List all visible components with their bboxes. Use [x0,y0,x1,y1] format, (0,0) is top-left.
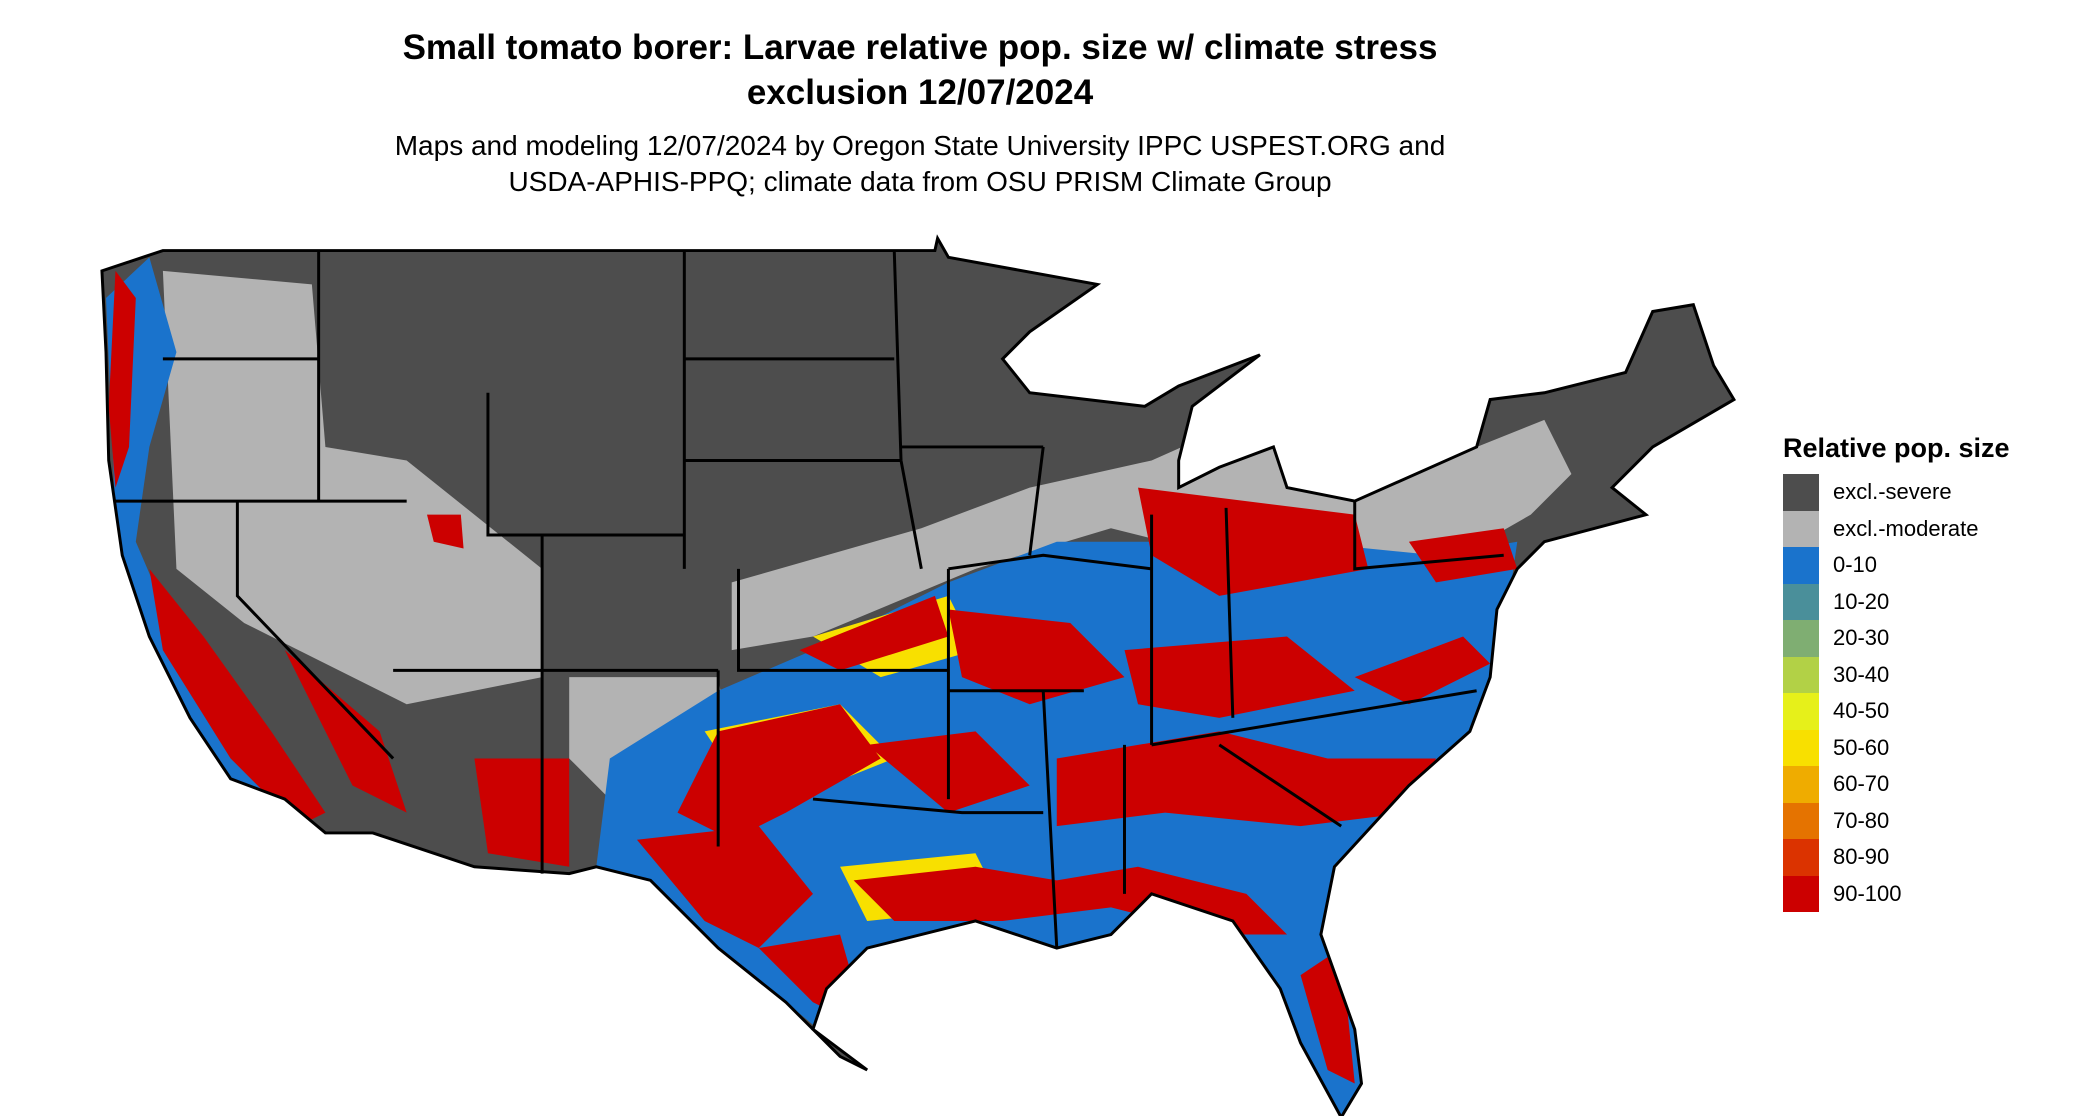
legend-label: excl.-severe [1833,479,1952,505]
legend: Relative pop. size excl.-severe excl.-mod… [1783,433,2010,912]
zero-to-ten-region [106,257,1518,1116]
high-range-blobs [108,270,1518,1084]
legend-label: 0-10 [1833,552,1878,578]
legend-item: 60-70 [1783,766,2010,803]
legend-item: 50-60 [1783,729,2010,766]
legend-label: 90-100 [1833,880,1902,906]
legend-swatch [1783,693,1819,730]
legend-item: 0-10 [1783,547,2010,584]
legend-item: 20-30 [1783,620,2010,657]
map-title-line1: Small tomato borer: Larvae relative pop.… [402,28,1438,67]
legend-swatch [1783,839,1819,876]
legend-swatch [1783,620,1819,657]
legend-item: 10-20 [1783,583,2010,620]
legend-swatch [1783,875,1819,912]
legend-item: 30-40 [1783,656,2010,693]
legend-swatch [1783,474,1819,511]
legend-label: 70-80 [1833,807,1890,833]
legend-item: 70-80 [1783,802,2010,839]
excl-moderate-region [162,270,1572,813]
legend-swatch [1783,656,1819,693]
legend-label: 60-70 [1833,771,1890,797]
legend-item: 80-90 [1783,839,2010,876]
legend-swatch [1783,547,1819,584]
legend-label: 30-40 [1833,661,1890,687]
legend-item: excl.-severe [1783,474,2010,511]
legend-label: excl.-moderate [1833,515,1979,541]
legend-label: 20-30 [1833,625,1890,651]
legend-label: 10-20 [1833,588,1890,614]
state-borders [100,234,1737,1116]
legend-title: Relative pop. size [1783,433,2010,463]
legend-swatch [1783,766,1819,803]
map-subtitle-line2: USDA-APHIS-PPQ; climate data from OSU PR… [508,166,1332,197]
legend-swatch [1783,802,1819,839]
legend-swatch [1783,510,1819,547]
map-subtitle-line1: Maps and modeling 12/07/2024 by Oregon S… [394,130,1446,161]
legend-label: 80-90 [1833,844,1890,870]
legend-swatch [1783,583,1819,620]
legend-item: 90-100 [1783,875,2010,912]
us-outline [100,234,1737,1116]
legend-item: excl.-moderate [1783,510,2010,547]
legend-swatch [1783,729,1819,766]
legend-item: 40-50 [1783,693,2010,730]
map-title-line2: exclusion 12/07/2024 [746,73,1094,112]
legend-label: 50-60 [1833,734,1890,760]
legend-label: 40-50 [1833,698,1890,724]
